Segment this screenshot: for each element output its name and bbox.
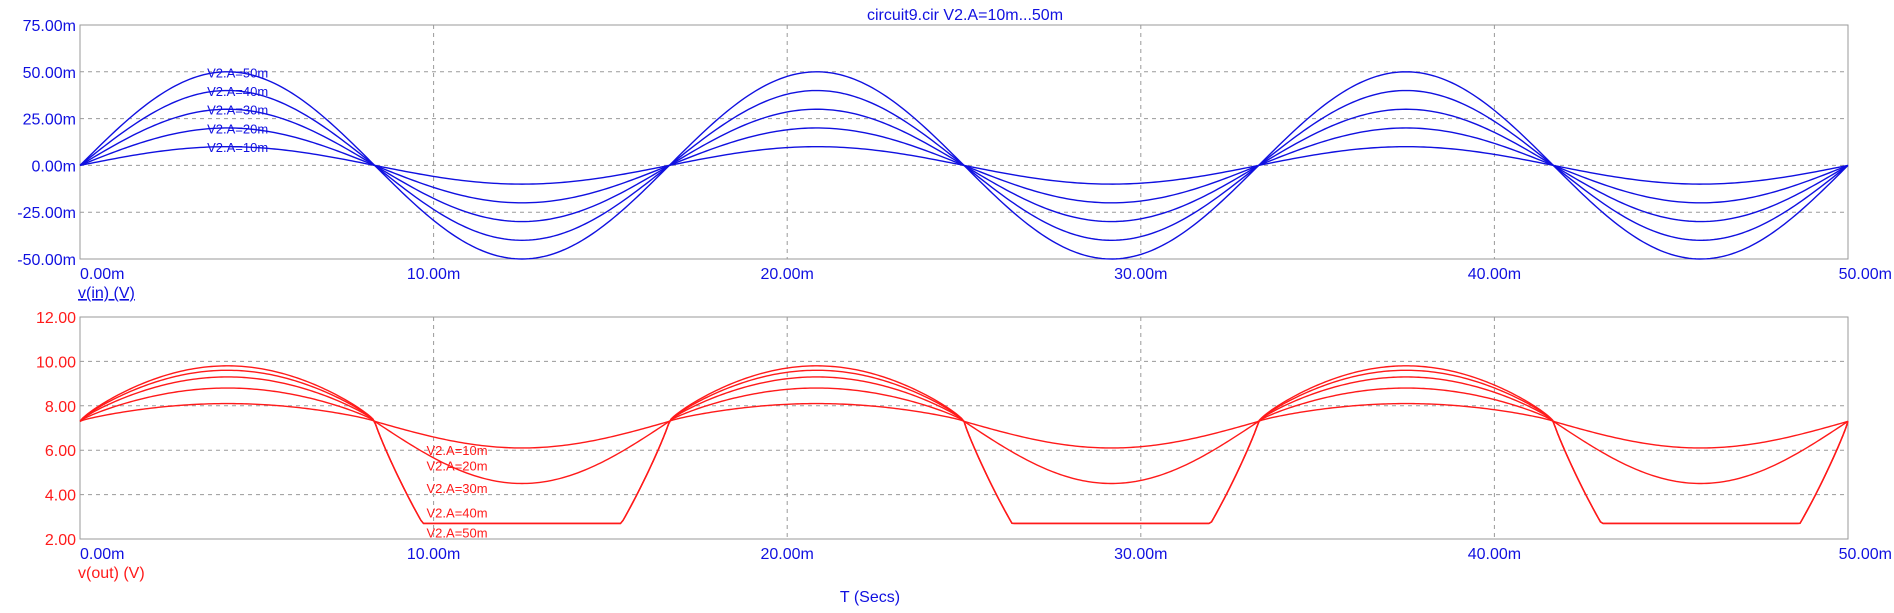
output-y-tick-label: 4.00 [45, 488, 76, 505]
output-series-label: V2.A=40m [427, 505, 488, 520]
input-series-label: V2.A=30m [207, 103, 268, 118]
output-x-tick-label: 10.00m [407, 546, 460, 563]
output-y-tick-label: 12.00 [36, 310, 76, 327]
input-y-tick-label: 50.00m [23, 65, 76, 82]
output-series-line [79, 369, 1849, 525]
output-y-axis-label: v(out) (V) [78, 565, 145, 582]
input-series-label: V2.A=20m [207, 121, 268, 136]
output-series-label: V2.A=20m [427, 459, 488, 474]
input-x-tick-label: 20.00m [761, 266, 814, 283]
output-y-tick-label: 8.00 [45, 399, 76, 416]
output-x-tick-label: 20.00m [761, 546, 814, 563]
input-series-label: V2.A=10m [207, 140, 268, 155]
x-axis-label: T (Secs) [840, 589, 900, 606]
output-series-line [79, 387, 1849, 485]
output-y-tick-label: 2.00 [45, 532, 76, 549]
output-x-tick-label: 40.00m [1468, 546, 1521, 563]
output-panel: 2.00 4.00 6.00 8.00 10.00 12.00 0.00m 10.00m 20.… [36, 310, 1892, 563]
input-y-tick-label: 25.00m [23, 112, 76, 129]
input-x-tick-label: 40.00m [1468, 266, 1521, 283]
input-x-tick-label: 10.00m [407, 266, 460, 283]
output-series-label: V2.A=50m [427, 525, 488, 540]
chart-title: circuit9.cir V2.A=10m...50m [867, 7, 1063, 24]
output-plot-frame [79, 316, 1849, 540]
input-series-line [79, 71, 1849, 260]
input-x-tick-label: 30.00m [1114, 266, 1167, 283]
input-series-label: V2.A=40m [207, 84, 268, 99]
output-y-tick-label: 6.00 [45, 443, 76, 460]
input-panel: -50.00m -25.00m 0.00m 25.00m 50.00m 75.00m 0.0… [17, 18, 1892, 283]
input-plot-frame [79, 24, 1849, 260]
output-series-label: V2.A=30m [427, 481, 488, 496]
output-x-tick-label: 30.00m [1114, 546, 1167, 563]
output-series-label: V2.A=10m [427, 443, 488, 458]
output-x-tick-label: 0.00m [80, 546, 124, 563]
input-x-tick-label: 50.00m [1839, 266, 1892, 283]
input-y-tick-label: -50.00m [17, 252, 76, 269]
input-y-tick-label: 75.00m [23, 18, 76, 35]
output-y-tick-label: 10.00 [36, 354, 76, 371]
input-x-tick-label: 0.00m [80, 266, 124, 283]
output-x-tick-label: 50.00m [1839, 546, 1892, 563]
output-series-line [79, 365, 1849, 525]
input-y-tick-label: 0.00m [32, 158, 76, 175]
input-y-tick-label: -25.00m [17, 205, 76, 222]
input-y-axis-label: v(in) (V) [78, 285, 135, 302]
input-series-label: V2.A=50m [207, 66, 268, 81]
